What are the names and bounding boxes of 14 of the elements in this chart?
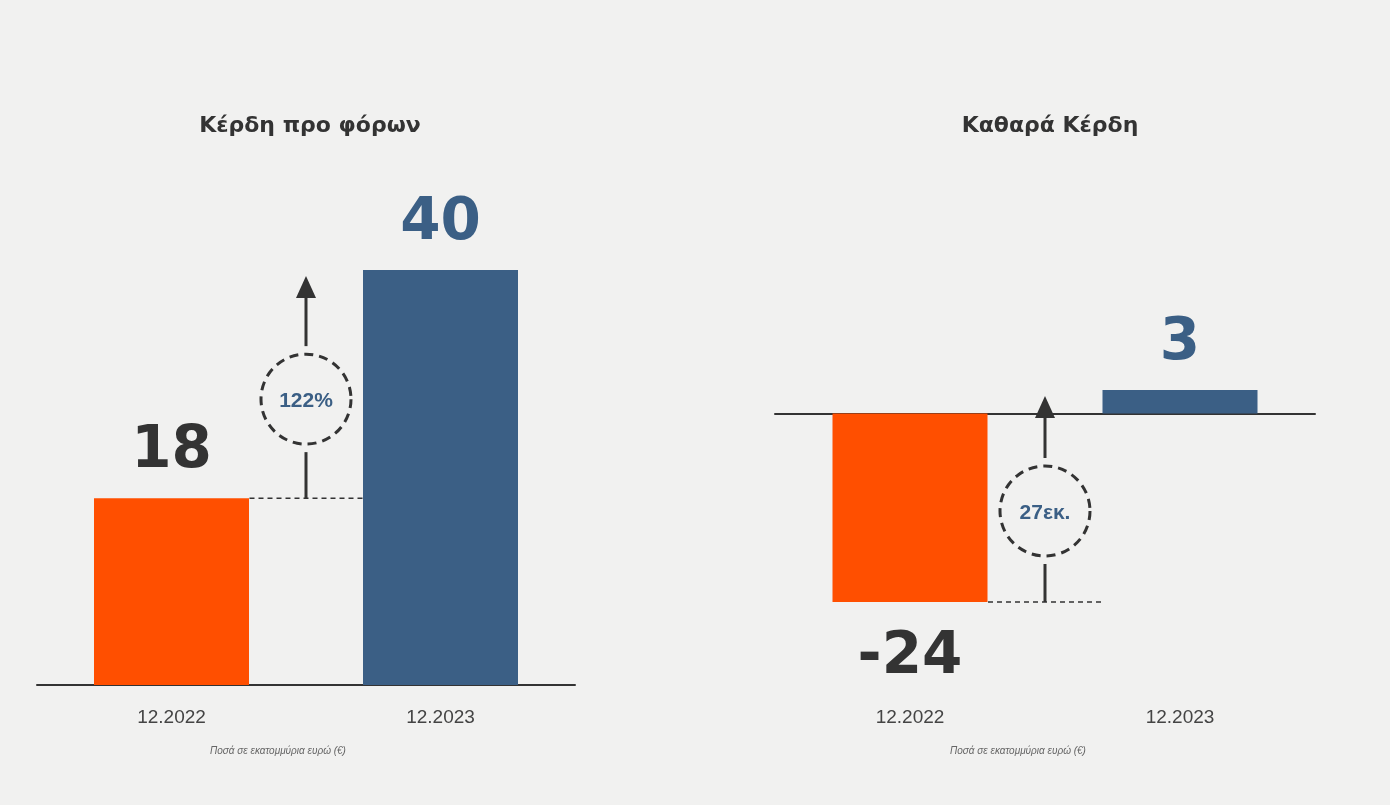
x-tick-label: 12.2023: [1145, 706, 1215, 727]
text: Ποσά σε εκατομμύρια ευρώ (€): [210, 744, 346, 756]
x-tick-label: 12.2022: [137, 706, 206, 727]
annotation: 122%: [279, 387, 334, 411]
chart-title: Καθαρά Κέρδη: [961, 111, 1139, 137]
data-label: -24: [857, 619, 963, 687]
x-tick-label: 12.2023: [406, 706, 475, 727]
annotation: 27εκ.: [1019, 499, 1071, 523]
chart-title: Κέρδη προ φόρων: [199, 111, 421, 137]
x-tick-label: 12.2022: [875, 706, 945, 727]
data-label: 3: [1159, 305, 1201, 373]
text: Ποσά σε εκατομμύρια ευρώ (€): [950, 744, 1086, 756]
data-label: 18: [131, 413, 212, 482]
data-label: 40: [400, 185, 481, 253]
